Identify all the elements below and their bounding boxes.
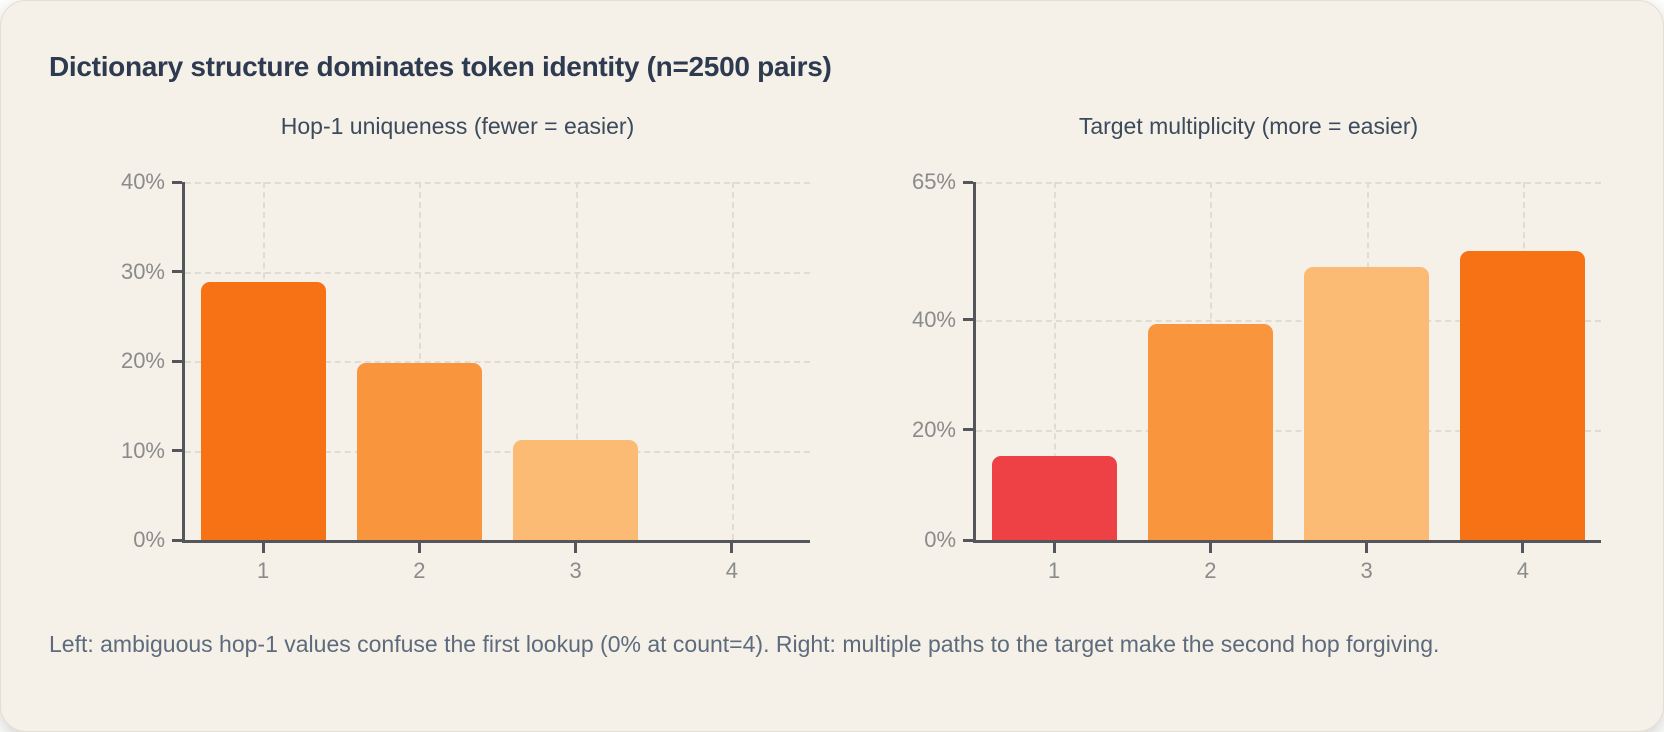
bar [356,362,482,540]
y-tick-label: 0% [924,527,956,552]
y-tick-label: 40% [120,169,165,194]
y-tick-label: 30% [120,258,165,284]
left-chart-title: Hop-1 uniqueness (fewer = easier) [280,113,635,139]
v-gridline [1054,182,1057,540]
x-tick-mark [730,543,734,553]
bar [200,282,326,540]
h-gridline [976,182,1601,184]
x-tick-label: 2 [413,558,426,583]
bar [991,456,1117,540]
y-tick-label: 10% [120,437,165,463]
figure-title: Dictionary structure dominates token ide… [49,51,832,82]
y-tick-mark [172,449,182,452]
chart-panel-right: Target multiplicity (more = easier) 0% 20… [896,113,1601,593]
chart-panel-left: Hop-1 uniqueness (fewer = easier) 0% 10% 2… [105,113,810,593]
figure-caption: Left: ambiguous hop-1 values confuse the… [49,631,1440,657]
y-tick-mark [172,180,182,184]
bar [513,439,639,540]
x-tick-label: 2 [1204,558,1217,583]
y-tick-mark [172,538,182,542]
x-tick-label: 1 [257,558,270,583]
y-tick-label: 0% [133,527,165,552]
y-tick-label: 20% [911,416,956,442]
bar [1304,267,1430,540]
right-chart-plot: 0% 20% 40% 65% 1 2 3 4 [912,169,1601,583]
x-tick-label: 4 [725,558,738,583]
x-tick-label: 1 [1048,558,1061,583]
x-tick-mark [261,543,265,553]
x-tick-label: 4 [1516,558,1529,583]
h-gridline [185,450,810,453]
right-chart-title: Target multiplicity (more = easier) [1078,113,1419,139]
y-tick-mark [963,180,973,184]
h-gridline [976,319,1601,322]
y-tick-label: 65% [911,169,956,194]
left-chart-plot: 0% 10% 20% 30% 40% 1 2 3 4 [121,169,810,583]
y-tick-mark [172,359,182,363]
x-tick-mark [1521,543,1525,553]
y-tick-mark [963,538,973,542]
x-tick-mark [1052,543,1056,553]
bar [1147,324,1273,540]
h-gridline [976,429,1601,432]
h-gridline [185,182,810,184]
y-tick-label: 40% [911,306,956,332]
x-tick-mark [1208,543,1212,553]
x-tick-label: 3 [569,558,582,583]
y-tick-label: 20% [120,348,165,373]
bar [1460,250,1586,540]
y-tick-mark [963,318,973,322]
x-tick-label: 3 [1360,558,1373,583]
y-tick-mark [963,428,973,432]
x-tick-mark [1365,543,1369,553]
x-tick-mark [574,543,578,553]
y-tick-mark [172,270,182,273]
h-gridline [185,361,810,363]
x-tick-mark [417,543,421,553]
h-gridline [185,271,810,274]
